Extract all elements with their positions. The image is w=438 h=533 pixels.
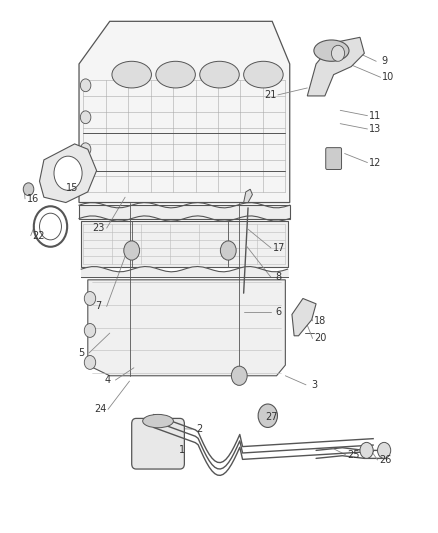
Circle shape (84, 324, 95, 337)
Circle shape (23, 183, 34, 196)
Text: 13: 13 (368, 124, 381, 134)
Text: 22: 22 (32, 231, 45, 240)
Ellipse shape (243, 61, 283, 88)
FancyBboxPatch shape (325, 148, 341, 169)
Polygon shape (79, 21, 289, 203)
Text: 21: 21 (263, 90, 276, 100)
Circle shape (80, 143, 91, 156)
Ellipse shape (199, 61, 239, 88)
Text: 1: 1 (179, 446, 185, 455)
Polygon shape (81, 221, 287, 266)
Text: 27: 27 (265, 412, 277, 422)
Circle shape (377, 442, 390, 458)
Text: 18: 18 (314, 316, 326, 326)
Polygon shape (291, 298, 315, 336)
Ellipse shape (142, 415, 173, 427)
Text: 7: 7 (95, 302, 102, 311)
Text: 16: 16 (27, 194, 39, 204)
Polygon shape (88, 280, 285, 376)
Circle shape (80, 175, 91, 188)
Polygon shape (39, 144, 96, 203)
Circle shape (124, 241, 139, 260)
Circle shape (84, 292, 95, 305)
Text: 5: 5 (78, 348, 84, 358)
Ellipse shape (112, 61, 151, 88)
Polygon shape (79, 205, 289, 219)
Circle shape (54, 156, 82, 190)
Text: 23: 23 (92, 223, 105, 233)
Text: 10: 10 (381, 72, 394, 82)
Text: 4: 4 (104, 375, 110, 385)
FancyBboxPatch shape (131, 418, 184, 469)
Circle shape (80, 111, 91, 124)
Ellipse shape (313, 40, 348, 61)
Text: 24: 24 (94, 405, 106, 414)
Text: 15: 15 (66, 183, 78, 193)
Text: 8: 8 (275, 272, 281, 282)
Polygon shape (307, 37, 364, 96)
Text: 11: 11 (368, 111, 381, 120)
Text: 6: 6 (275, 307, 281, 317)
Circle shape (84, 356, 95, 369)
Circle shape (231, 366, 247, 385)
Circle shape (258, 404, 277, 427)
Circle shape (359, 442, 372, 458)
Text: 20: 20 (314, 334, 326, 343)
Text: 9: 9 (380, 56, 386, 66)
Circle shape (220, 241, 236, 260)
Text: 12: 12 (368, 158, 381, 167)
Polygon shape (243, 189, 252, 203)
Text: 26: 26 (378, 455, 391, 465)
Ellipse shape (155, 61, 195, 88)
Circle shape (331, 45, 344, 61)
Circle shape (80, 79, 91, 92)
Text: 3: 3 (310, 380, 316, 390)
Text: 2: 2 (196, 424, 202, 434)
Text: 17: 17 (272, 243, 284, 253)
Text: 25: 25 (346, 450, 359, 459)
